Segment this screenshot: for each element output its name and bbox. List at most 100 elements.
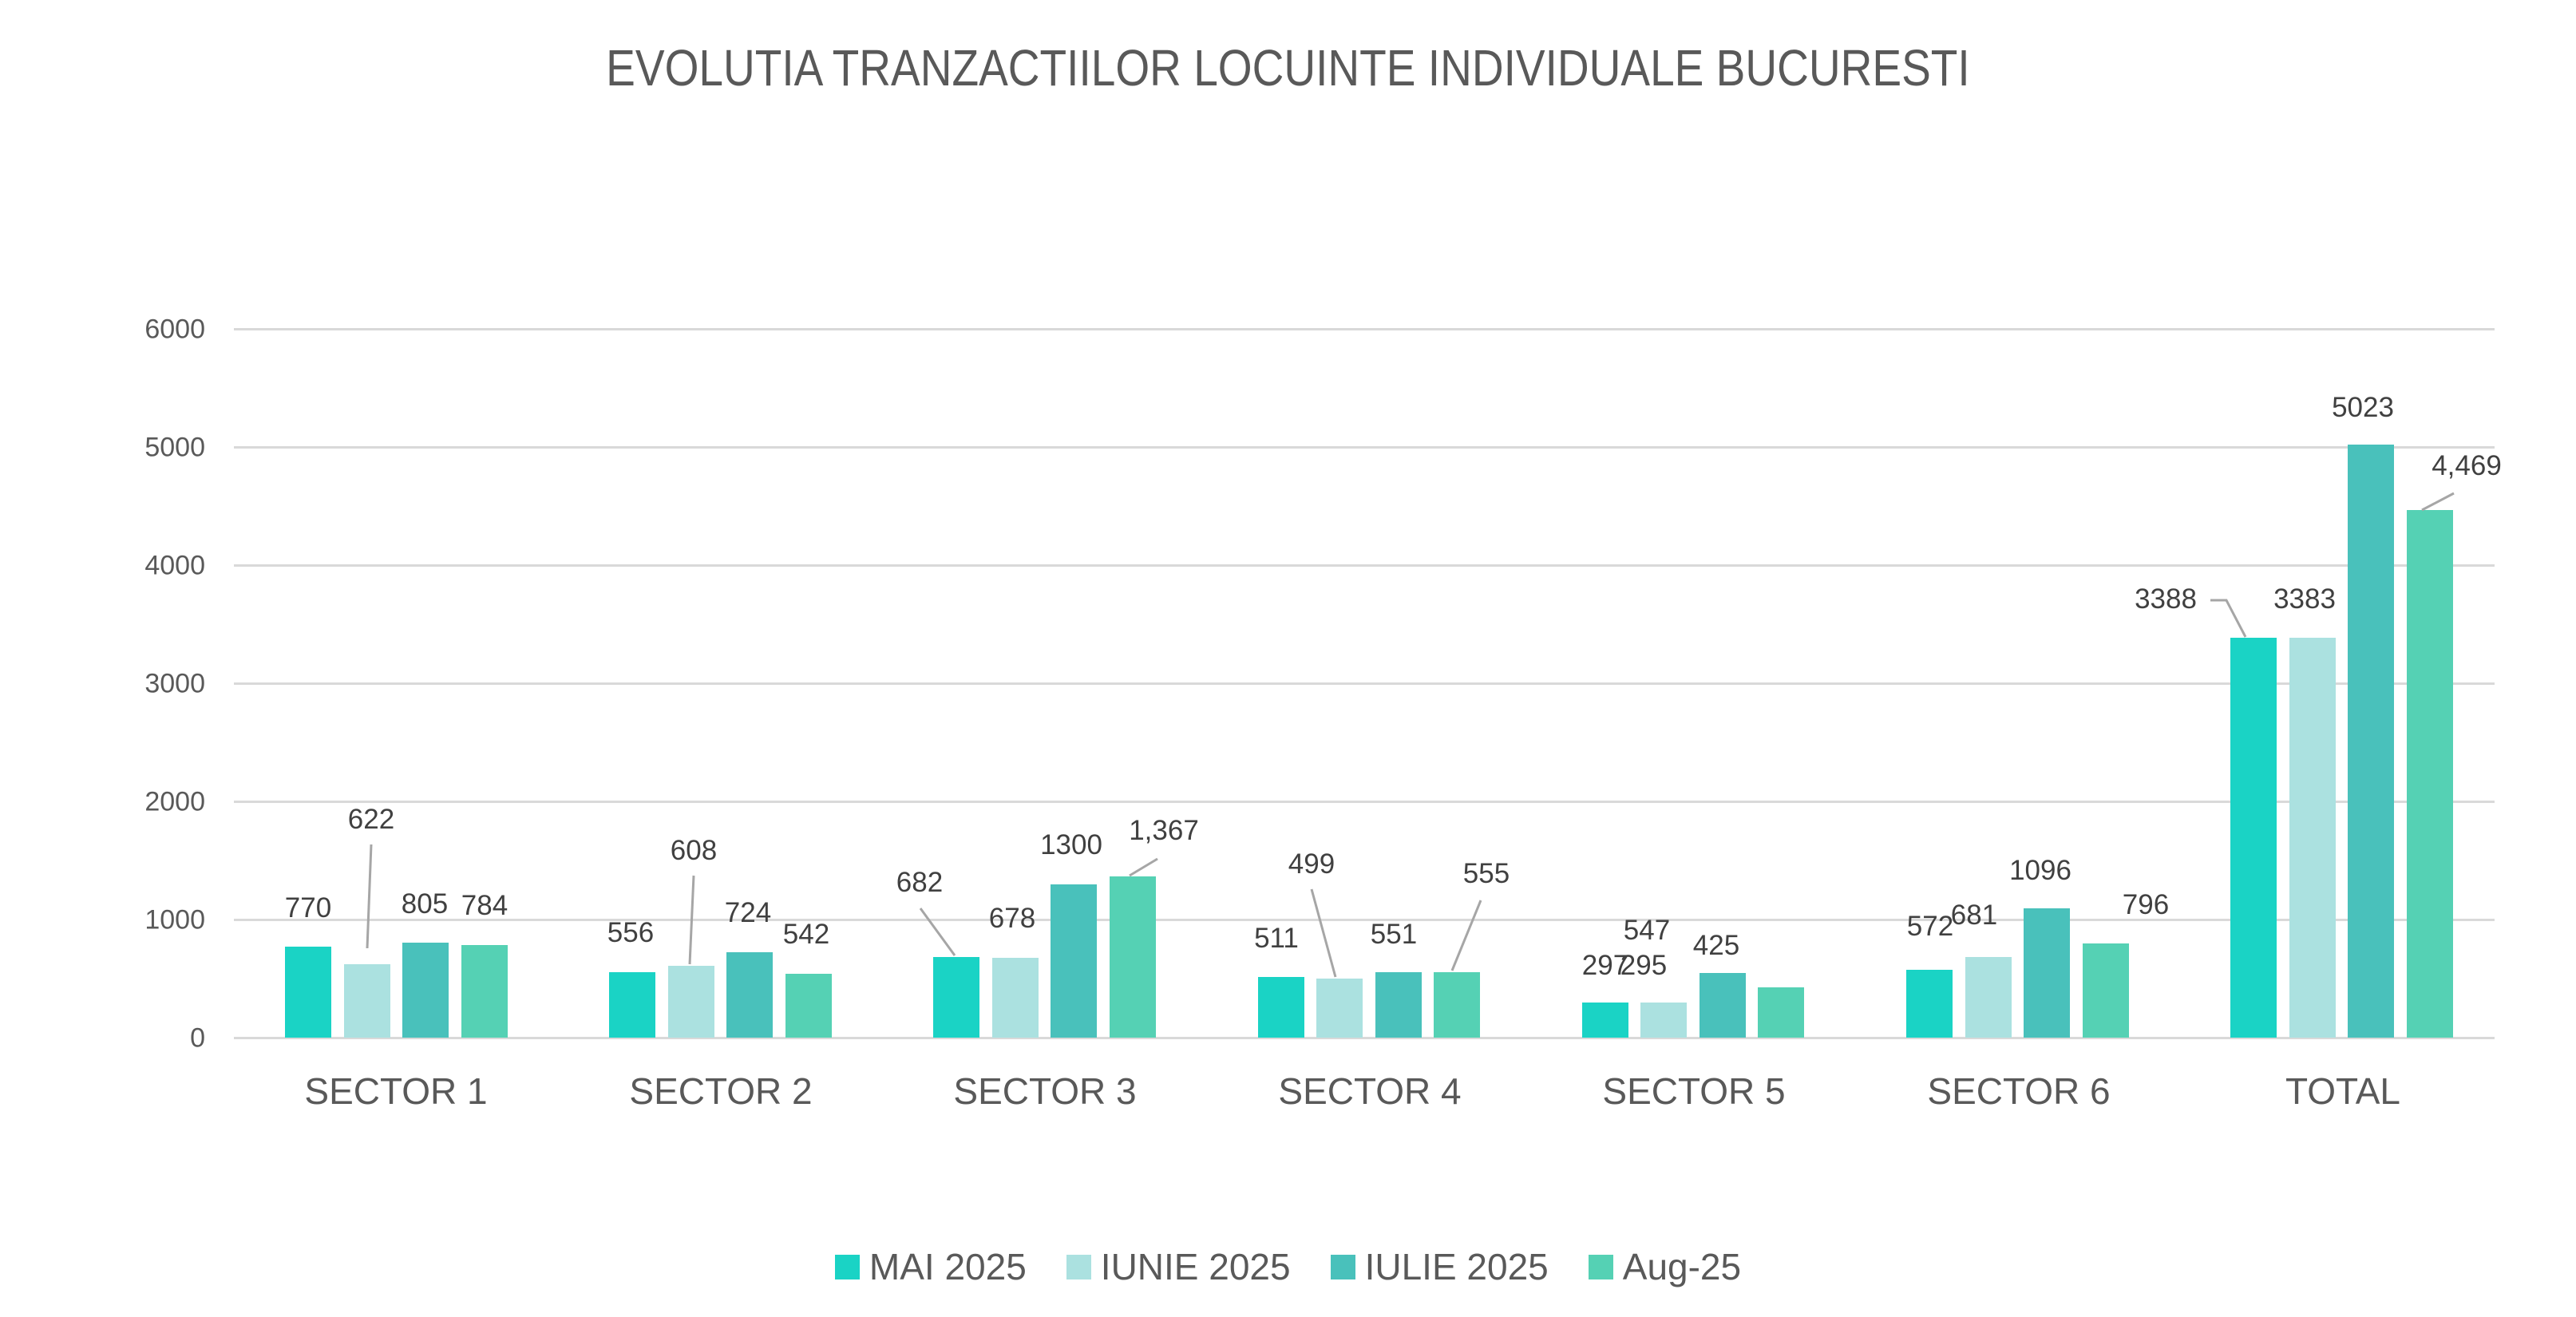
data-label: 622 [347,804,395,835]
data-label: 770 [284,892,332,923]
bar[interactable] [609,972,655,1038]
gridline-3000 [234,682,2495,685]
data-label: 608 [670,835,718,866]
legend-swatch [1066,1254,1091,1279]
legend-swatch [834,1254,860,1279]
legend-item-aug-25[interactable]: Aug-25 [1588,1245,1742,1288]
data-label: 1096 [2009,855,2071,886]
data-label: 796 [2122,889,2170,920]
data-label: 499 [1288,848,1335,880]
bar[interactable] [1434,972,1480,1038]
category-label-sector-3: SECTOR 3 [953,1070,1137,1112]
data-label: 3388 [2135,583,2197,615]
y-tick-label: 0 [190,1022,205,1054]
data-label: 724 [724,897,772,928]
bar[interactable] [1758,987,1804,1038]
leader-line [2210,599,2247,638]
data-label: 572 [1906,911,1954,942]
bar[interactable] [1700,973,1746,1038]
gridline-6000 [234,328,2495,330]
data-label: 5023 [2332,392,2394,423]
bar[interactable] [2348,445,2394,1038]
category-label-total: TOTAL [2285,1070,2400,1112]
bar[interactable] [344,964,390,1038]
data-label: 425 [1692,930,1740,961]
data-label: 547 [1623,915,1671,946]
legend-label: IULIE 2025 [1364,1246,1549,1287]
bar[interactable] [1582,1003,1628,1038]
legend-swatch [1588,1254,1613,1279]
gridline-4000 [234,564,2495,567]
data-label: 295 [1620,950,1668,981]
bar[interactable] [2289,638,2336,1038]
legend: MAI 2025 IUNIE 2025 IULIE 2025 Aug-25 [0,1245,2576,1288]
data-label: 556 [607,917,655,948]
data-label: 511 [1254,923,1299,954]
data-label: 681 [1950,900,1998,931]
legend-swatch [1330,1254,1355,1279]
leader-line [1450,900,1482,971]
data-label: 551 [1370,919,1418,950]
bar[interactable] [285,947,331,1038]
y-tick-label: 2000 [144,786,205,817]
legend-label: Aug-25 [1622,1246,1742,1287]
bar[interactable] [1375,972,1422,1038]
leader-line [2421,492,2455,512]
legend-label: MAI 2025 [869,1246,1027,1287]
data-label: 784 [461,890,508,921]
bar[interactable] [1640,1003,1687,1038]
bar[interactable] [461,945,508,1038]
bar[interactable] [2407,510,2453,1038]
category-label-sector-1: SECTOR 1 [304,1070,488,1112]
data-label: 1300 [1040,829,1102,860]
legend-item-iulie-2025[interactable]: IULIE 2025 [1330,1245,1549,1288]
leader-line [1310,888,1337,978]
bar[interactable] [726,952,773,1038]
bar[interactable] [1965,957,2012,1038]
bar[interactable] [1051,884,1097,1038]
bar[interactable] [992,958,1039,1038]
bar[interactable] [2024,908,2070,1038]
data-label: 542 [782,919,830,950]
gridline-0 [234,1037,2495,1039]
category-label-sector-2: SECTOR 2 [629,1070,813,1112]
y-tick-label: 4000 [144,550,205,581]
data-label: 682 [896,867,944,898]
bar[interactable] [785,974,832,1038]
legend-item-iunie-2025[interactable]: IUNIE 2025 [1066,1245,1291,1288]
bar[interactable] [1906,970,1953,1038]
data-label: 805 [401,888,449,920]
chart-title: EVOLUTIA TRANZACTIILOR LOCUINTE INDIVIDU… [606,39,1970,97]
data-label: 4,469 [2432,450,2502,481]
leader-line [366,844,373,949]
category-label-sector-6: SECTOR 6 [1927,1070,2111,1112]
category-label-sector-4: SECTOR 4 [1278,1070,1462,1112]
leader-line [919,908,956,956]
y-tick-label: 6000 [144,314,205,345]
data-label: 555 [1462,858,1510,889]
gridline-5000 [234,446,2495,449]
bar[interactable] [1316,979,1363,1038]
data-label: 297 [1581,950,1629,981]
legend-label: IUNIE 2025 [1100,1246,1291,1287]
y-tick-label: 3000 [144,668,205,699]
legend-item-mai-2025[interactable]: MAI 2025 [834,1245,1027,1288]
leader-line [1129,857,1158,877]
bar[interactable] [1110,876,1156,1038]
y-tick-label: 5000 [144,432,205,463]
bar[interactable] [2083,943,2129,1038]
data-label: 678 [988,903,1036,934]
bar[interactable] [2230,638,2277,1038]
data-label: 3383 [2273,583,2336,615]
bar[interactable] [1258,977,1304,1038]
category-label-sector-5: SECTOR 5 [1602,1070,1786,1112]
data-label: 1,367 [1129,815,1199,846]
bar[interactable] [668,966,714,1038]
bar[interactable] [933,957,979,1038]
gridline-2000 [234,801,2495,803]
gridline-1000 [234,919,2495,921]
bar[interactable] [402,943,449,1038]
y-tick-label: 1000 [144,904,205,935]
